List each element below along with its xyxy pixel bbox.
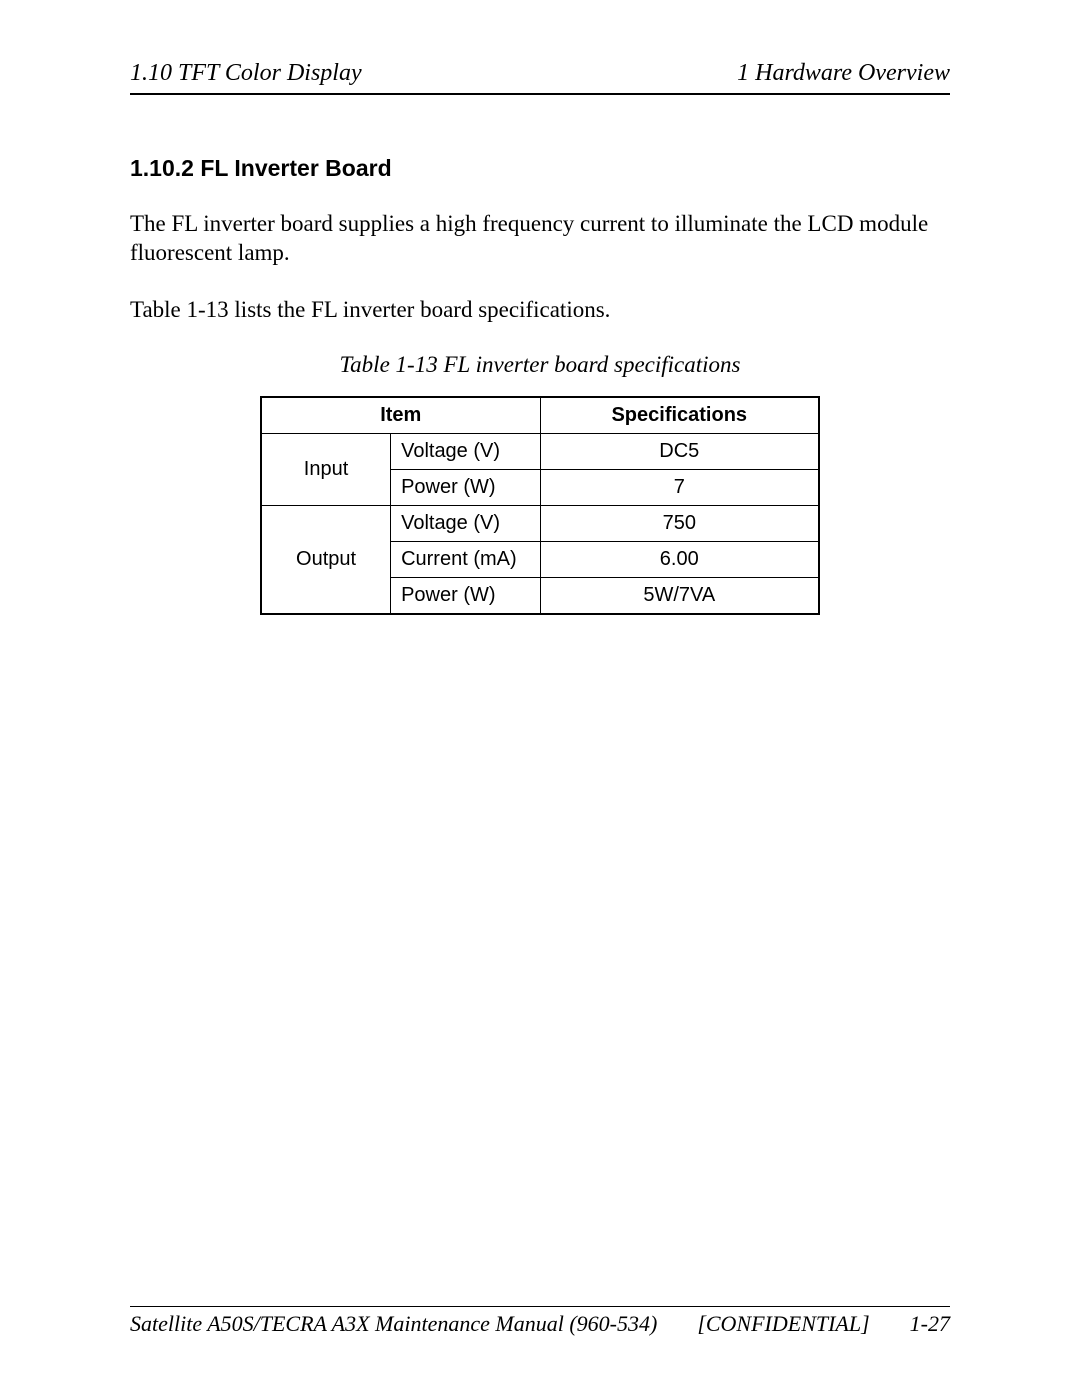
page-footer: Satellite A50S/TECRA A3X Maintenance Man…: [130, 1306, 950, 1337]
running-head: 1.10 TFT Color Display 1 Hardware Overvi…: [130, 60, 950, 95]
footer-left: Satellite A50S/TECRA A3X Maintenance Man…: [130, 1311, 657, 1337]
table-header-row: Item Specifications: [261, 397, 819, 434]
param-cell: Power (W): [391, 470, 540, 506]
spec-cell: 750: [540, 506, 819, 542]
section-heading: 1.10.2 FL Inverter Board: [130, 155, 950, 182]
table-body: Input Voltage (V) DC5 Power (W) 7 Output…: [261, 434, 819, 615]
spec-cell: 7: [540, 470, 819, 506]
spec-table: Item Specifications Input Voltage (V) DC…: [260, 396, 820, 615]
table-row: Input Voltage (V) DC5: [261, 434, 819, 470]
param-cell: Voltage (V): [391, 434, 540, 470]
table-header-item: Item: [261, 397, 540, 434]
param-cell: Current (mA): [391, 542, 540, 578]
running-head-right: 1 Hardware Overview: [737, 60, 950, 87]
body-paragraph-1: The FL inverter board supplies a high fr…: [130, 210, 950, 268]
footer-right: 1-27: [910, 1311, 950, 1337]
group-label-input: Input: [261, 434, 391, 506]
param-cell: Power (W): [391, 578, 540, 615]
footer-center: [CONFIDENTIAL]: [697, 1311, 869, 1337]
param-cell: Voltage (V): [391, 506, 540, 542]
running-head-left: 1.10 TFT Color Display: [130, 60, 362, 87]
table-row: Output Voltage (V) 750: [261, 506, 819, 542]
group-label-output: Output: [261, 506, 391, 615]
spec-cell: DC5: [540, 434, 819, 470]
page: 1.10 TFT Color Display 1 Hardware Overvi…: [0, 0, 1080, 1397]
spec-cell: 5W/7VA: [540, 578, 819, 615]
table-header-spec: Specifications: [540, 397, 819, 434]
spec-cell: 6.00: [540, 542, 819, 578]
table-caption: Table 1-13 FL inverter board specificati…: [130, 352, 950, 378]
body-paragraph-2: Table 1-13 lists the FL inverter board s…: [130, 296, 950, 325]
